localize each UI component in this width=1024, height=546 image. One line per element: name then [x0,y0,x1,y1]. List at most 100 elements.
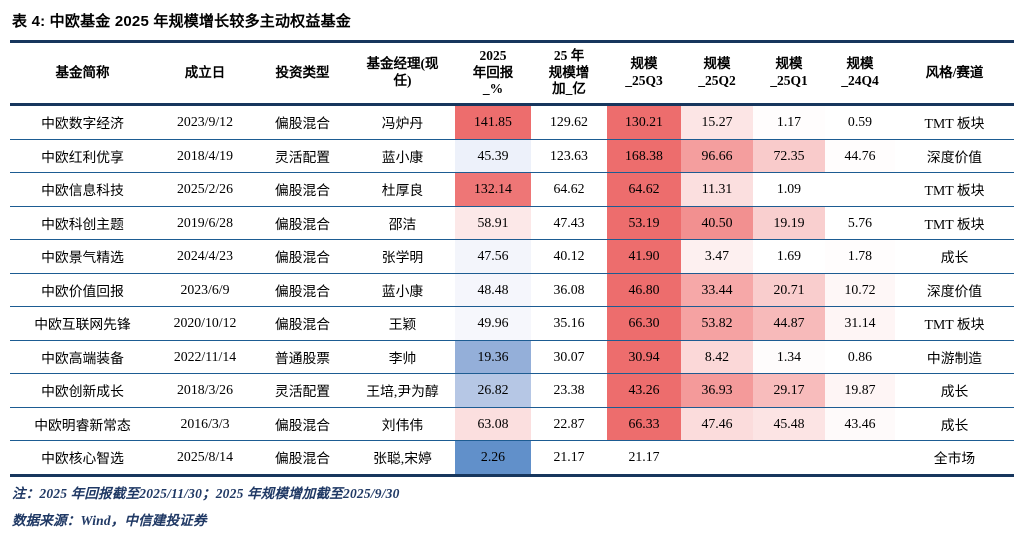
table-cell: 10.72 [825,273,895,307]
table-cell: 66.30 [607,306,681,340]
table-cell: 偏股混合 [274,451,331,467]
table-cell: 49.96 [455,306,531,340]
column-header-5: 25 年 规模增 加_亿 [548,47,590,97]
table-cell: 168.38 [607,139,681,173]
table-cell [825,441,895,476]
table-cell: 22.87 [553,415,585,431]
column-header-1: 成立日 [184,64,226,80]
table-cell: 灵活配置 [274,149,331,165]
table-cell: 29.17 [753,373,825,407]
table-cell: 2019/6/28 [177,214,233,230]
table-cell: 中欧信息科技 [41,183,124,199]
table-cell: 47.56 [455,239,531,273]
table-cell: 灵活配置 [274,384,331,400]
table-cell: 2023/9/12 [177,114,233,130]
table-cell: 2018/3/26 [177,382,233,398]
table-cell: 偏股混合 [274,317,331,333]
table-row: 中欧明睿新常态 2016/3/3 偏股混合 刘伟伟 63.08 22.87 66.33 47.… [10,407,1014,441]
table-cell: 蓝小康 [381,283,424,299]
table-cell: 普通股票 [274,350,331,366]
table-cell: 1.78 [825,239,895,273]
table-cell: 45.48 [753,407,825,441]
table-cell: 43.46 [825,407,895,441]
table-cell: 2018/4/19 [177,147,233,163]
table-cell: TMT 板块 [924,216,985,232]
table-cell: 132.14 [455,172,531,206]
table-cell: 张学明 [381,250,424,266]
table-cell: 66.33 [607,407,681,441]
table-row: 中欧核心智选 2025/8/14 偏股混合 张聪,宋婷 2.26 21.17 21.17 全市… [10,440,1014,476]
table-cell: 深度价值 [926,149,983,165]
table-note: 注：2025 年回报截至2025/11/30；2025 年规模增加截至2025/… [12,485,400,501]
table-cell: 中游制造 [926,350,983,366]
table-footnotes: 注：2025 年回报截至2025/11/30；2025 年规模增加截至2025/… [10,477,1014,528]
table-cell: 中欧创新成长 [41,384,124,400]
table-cell: 40.12 [553,248,585,264]
table-cell: 15.27 [681,104,753,139]
table-cell: 2020/10/12 [173,315,237,331]
column-header-3: 基金经理(现 任) [366,56,439,88]
table-cell: 中欧核心智选 [41,451,124,467]
table-cell: 64.62 [553,181,585,197]
table-cell: 45.39 [455,139,531,173]
table-cell: 26.82 [455,373,531,407]
table-cell: 深度价值 [926,283,983,299]
table-cell: 33.44 [681,273,753,307]
table-cell [681,441,753,476]
table-cell: 44.87 [753,306,825,340]
table-cell: 杜厚良 [381,183,424,199]
table-cell: 123.63 [550,147,588,163]
table-cell: 30.07 [553,348,585,364]
table-cell: 全市场 [933,451,976,467]
table-cell: 64.62 [607,172,681,206]
table-cell: TMT 板块 [924,183,985,199]
table-cell: 129.62 [550,114,588,130]
table-cell: 成长 [940,250,969,266]
table-row: 中欧信息科技 2025/2/26 偏股混合 杜厚良 132.14 64.62 64.62 11… [10,172,1014,206]
fund-table: 基金简称 成立日 投资类型 基金经理(现 任) 2025 年回报 _% 25 年 规模增 … [10,40,1014,477]
table-cell: 23.38 [553,382,585,398]
table-cell: 偏股混合 [274,216,331,232]
table-header: 基金简称 成立日 投资类型 基金经理(现 任) 2025 年回报 _% 25 年 规模增 … [10,42,1014,105]
table-cell: 72.35 [753,139,825,173]
table-cell: 141.85 [455,104,531,139]
table-cell: 1.09 [776,181,802,197]
table-cell: 偏股混合 [274,283,331,299]
table-cell: 35.16 [553,315,585,331]
table-cell: 48.48 [455,273,531,307]
table-cell: 中欧数字经济 [41,116,124,132]
table-cell: 53.19 [607,206,681,240]
table-cell: 44.76 [825,139,895,173]
table-cell: 11.31 [681,172,753,206]
column-header-2: 投资类型 [275,64,330,80]
table-cell: 王培,尹为醇 [366,384,439,400]
table-cell: 20.71 [753,273,825,307]
table-cell: 邵洁 [388,216,417,232]
table-cell: 2023/6/9 [180,281,230,297]
table-cell: 43.26 [607,373,681,407]
table-cell: 0.59 [847,114,873,130]
table-cell: 19.36 [455,340,531,374]
table-cell: 中欧红利优享 [41,149,124,165]
column-header-0: 基金简称 [55,64,110,80]
data-source-note: 数据来源：Wind，中信建投证券 [12,513,207,528]
table-cell: 3.47 [681,239,753,273]
table-cell: 2025/8/14 [177,449,233,465]
table-cell: 1.17 [753,104,825,139]
table-cell: 偏股混合 [274,183,331,199]
table-cell: 张聪,宋婷 [373,451,432,467]
table-body: 中欧数字经济 2023/9/12 偏股混合 冯炉丹 141.85 129.62 130.21… [10,104,1014,476]
table-cell: 47.43 [553,214,585,230]
table-cell: 中欧互联网先锋 [34,317,131,333]
table-cell: 成长 [940,417,969,433]
table-cell: 96.66 [681,139,753,173]
table-cell: 冯炉丹 [381,116,424,132]
column-header-8: 规模 _25Q1 [770,56,808,88]
table-row: 中欧科创主题 2019/6/28 偏股混合 邵洁 58.91 47.43 53.19 40.5… [10,206,1014,240]
table-cell [753,441,825,476]
table-cell: 46.80 [607,273,681,307]
table-cell: 58.91 [455,206,531,240]
table-cell: 偏股混合 [274,116,331,132]
table-cell: 1.69 [776,248,802,264]
table-cell: 中欧科创主题 [41,216,124,232]
